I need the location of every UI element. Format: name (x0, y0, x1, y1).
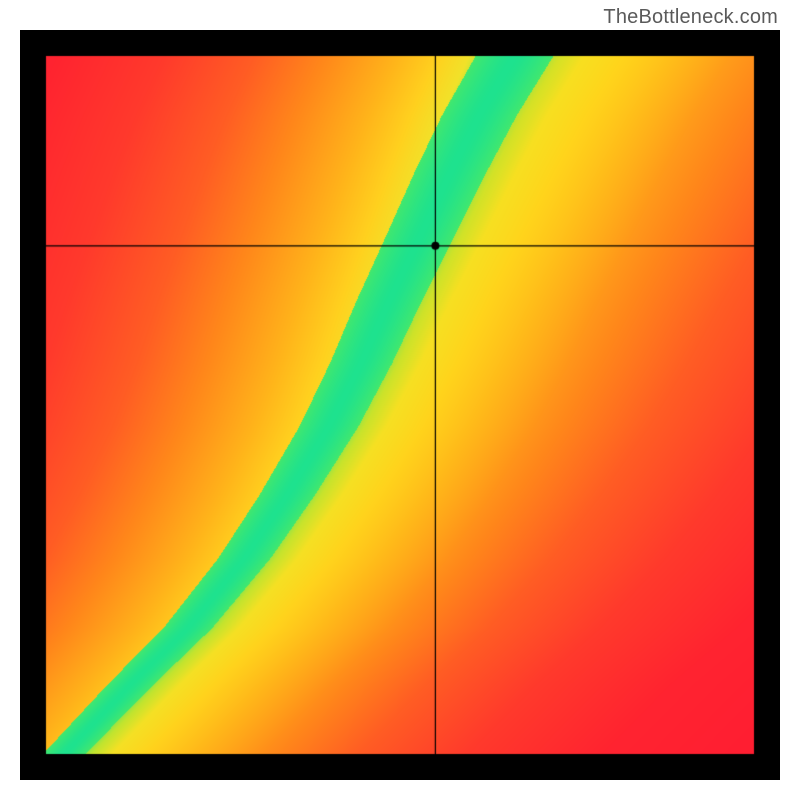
bottleneck-heatmap (20, 30, 780, 780)
heatmap-frame (20, 30, 780, 780)
chart-container: TheBottleneck.com (0, 0, 800, 800)
watermark-text: TheBottleneck.com (603, 6, 778, 29)
